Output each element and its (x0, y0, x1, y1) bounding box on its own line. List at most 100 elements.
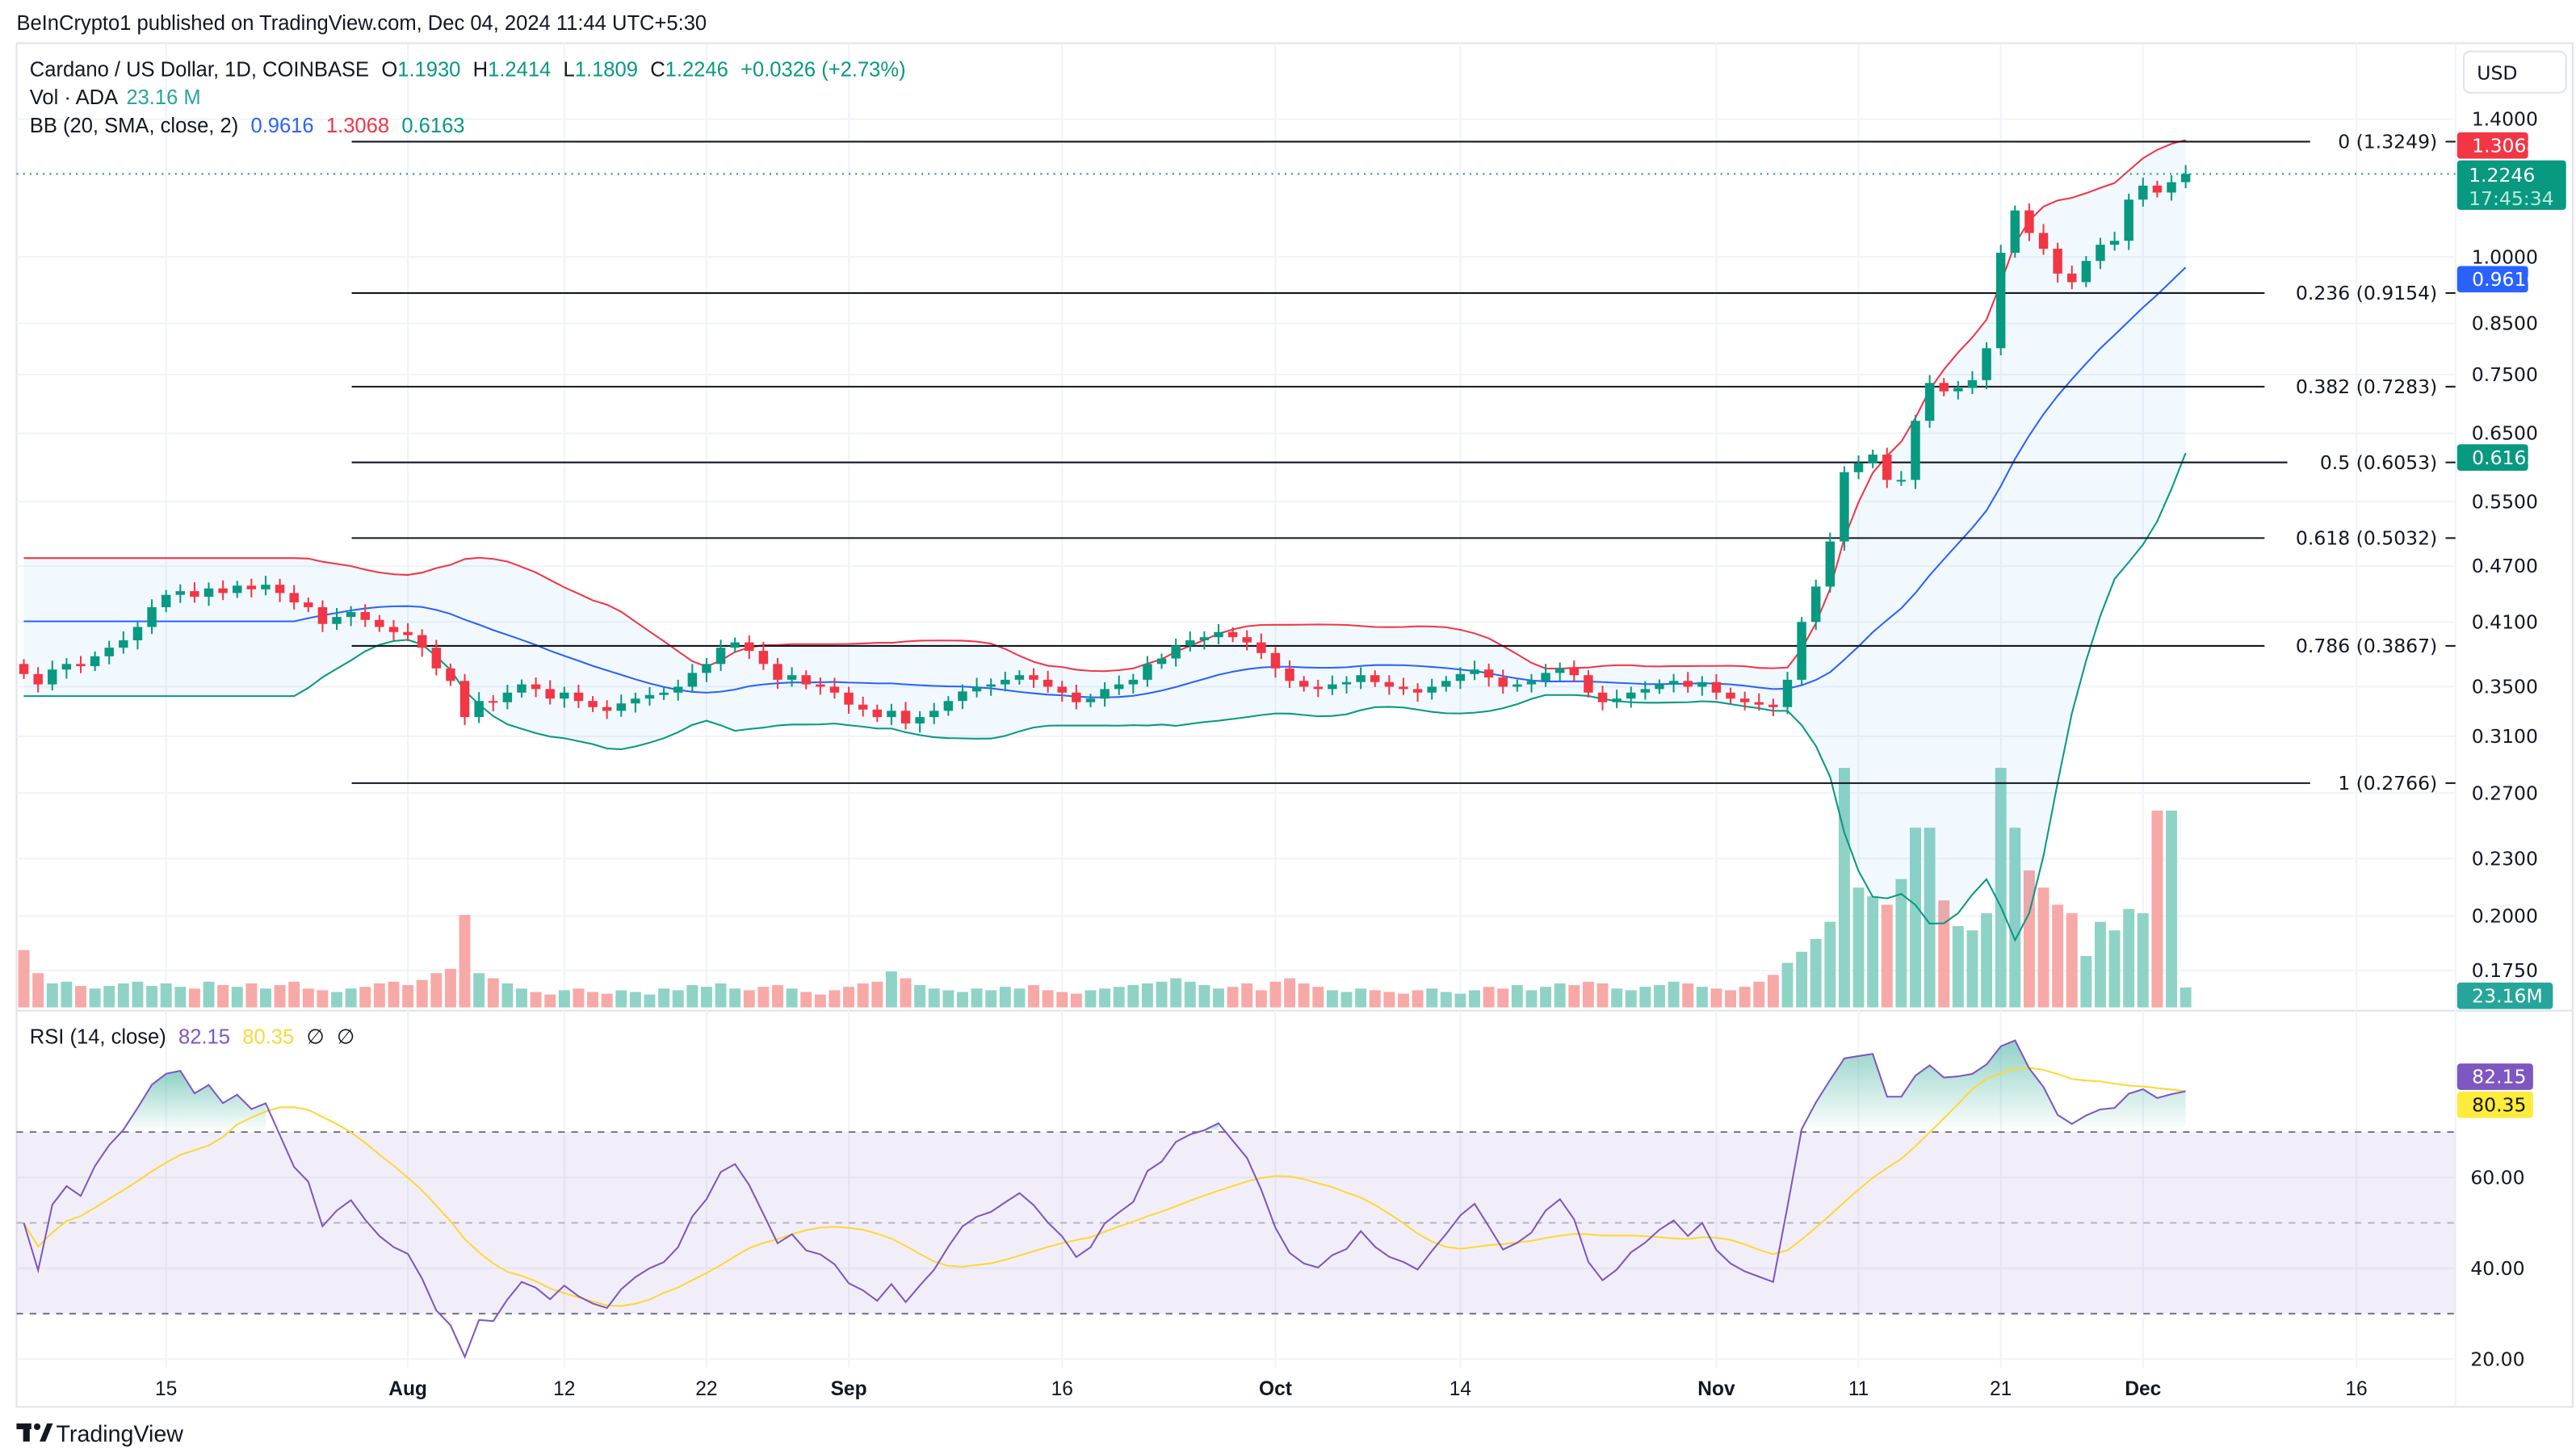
candle-body (844, 692, 854, 705)
volume-bar (1454, 993, 1466, 1008)
time-tick-label: 12 (553, 1378, 575, 1400)
bb-upper-value: 1.3068 (326, 115, 389, 137)
candle (1868, 449, 1877, 468)
candle-body (1711, 681, 1722, 693)
symbol-legend[interactable]: Cardano / US Dollar, 1D, COINBASE O1.193… (30, 58, 906, 81)
volume-bar (885, 971, 897, 1008)
volume-bar (1838, 767, 1850, 1008)
candle-body (317, 607, 328, 624)
volume-bar (1895, 878, 1907, 1008)
candle (489, 694, 498, 711)
rsi-ma-line (23, 1067, 2186, 1307)
volume-bar (402, 985, 414, 1008)
candle-body (730, 642, 740, 648)
volume-bar (1028, 985, 1039, 1008)
bb-legend[interactable]: BB (20, SMA, close, 2) 0.9616 1.3068 0.6… (30, 115, 465, 137)
candle (1043, 670, 1053, 693)
candle (1214, 623, 1223, 644)
currency-button[interactable]: USD (2462, 50, 2567, 94)
candle-body (1526, 681, 1537, 685)
candle (175, 584, 186, 603)
volume-bar (288, 981, 300, 1008)
candle (2138, 178, 2148, 207)
price-tick-label: 0.4100 (2472, 610, 2538, 633)
candle (2096, 237, 2105, 270)
volume-bar (1227, 987, 1239, 1008)
volume-bar (814, 994, 826, 1008)
time-tick-label: Oct (1259, 1378, 1292, 1400)
candle (715, 639, 726, 672)
candle (1427, 678, 1437, 700)
candle (1285, 660, 1294, 688)
candle-body (1384, 681, 1395, 687)
candle-body (502, 692, 513, 702)
candle-body (161, 594, 171, 608)
close-value: 1.2246 (665, 58, 728, 81)
candle-body (61, 664, 72, 670)
volume-bar (2095, 921, 2106, 1008)
candle-body (900, 711, 911, 723)
candle (332, 608, 342, 631)
volume-bar (1141, 983, 1153, 1008)
candle (1270, 647, 1281, 678)
candle (758, 642, 769, 670)
candle-body (1612, 698, 1622, 702)
volume-bar (1767, 975, 1779, 1008)
volume-series (18, 767, 2192, 1008)
candle (1853, 455, 1864, 480)
volume-bar (1639, 987, 1651, 1008)
candlestick-series (16, 165, 2456, 733)
rsi-background (16, 1130, 2456, 1315)
candle (602, 700, 612, 719)
volume-bar (1753, 981, 1765, 1008)
candle-body (829, 686, 840, 693)
fibonacci-retracement[interactable]: 0 (1.3249) 0.236 (0.9154) 0.382 (0.7283) 0.… (351, 131, 2456, 795)
rsi-legend[interactable]: RSI (14, close) 82.15 80.35 ∅ ∅ (30, 1026, 355, 1049)
candle-body (2152, 185, 2163, 193)
time-tick-label: Sep (831, 1378, 867, 1400)
volume-bar (1326, 990, 1338, 1008)
candle-body (446, 668, 455, 681)
candle-body (104, 648, 114, 656)
volume-bar (1312, 987, 1324, 1008)
candle-body (887, 711, 896, 718)
volume-bar (957, 992, 968, 1008)
volume-bar (601, 993, 613, 1008)
candle (1455, 667, 1466, 690)
bb-lower-value: 0.6163 (401, 115, 464, 137)
volume-bar (544, 994, 556, 1008)
bb-fill (23, 140, 2186, 941)
axes: 1.4000 1.0000 0.8500 0.7500 0.6500 0.5500 0.47… (155, 108, 2538, 1401)
candle-body (1739, 698, 1750, 702)
candle-body (616, 703, 626, 711)
candle (1085, 694, 1096, 707)
candle-body (1143, 664, 1152, 680)
candle (119, 631, 128, 654)
bar-countdown: 17:45:34 (2469, 187, 2554, 210)
candle (1924, 375, 1935, 428)
tradingview-logo[interactable]: TradingView (16, 1421, 183, 1447)
volume-bar (160, 983, 172, 1008)
volume-bar (1867, 895, 1879, 1008)
candle-body (517, 684, 527, 693)
price-tick-label: 0.2300 (2472, 848, 2538, 870)
volume-bar (686, 985, 699, 1008)
candle (233, 581, 242, 598)
price-tick-label: 0.4700 (2472, 555, 2538, 577)
candle (1911, 414, 1920, 489)
candle-body (360, 612, 370, 620)
candle-body (2096, 245, 2105, 262)
price-tick-label: 0.2000 (2472, 904, 2538, 927)
volume-legend[interactable]: Vol · ADA 23.16 M (30, 86, 201, 109)
candle-body (2138, 185, 2148, 200)
candle-body (986, 684, 996, 687)
candle-body (289, 593, 299, 603)
candle (2167, 175, 2176, 201)
candle-body (76, 664, 86, 667)
candle-body (346, 612, 356, 618)
volume-bar (1938, 900, 1950, 1008)
volume-bar (217, 985, 229, 1008)
volume-bar (587, 992, 598, 1008)
candle (1100, 681, 1110, 707)
